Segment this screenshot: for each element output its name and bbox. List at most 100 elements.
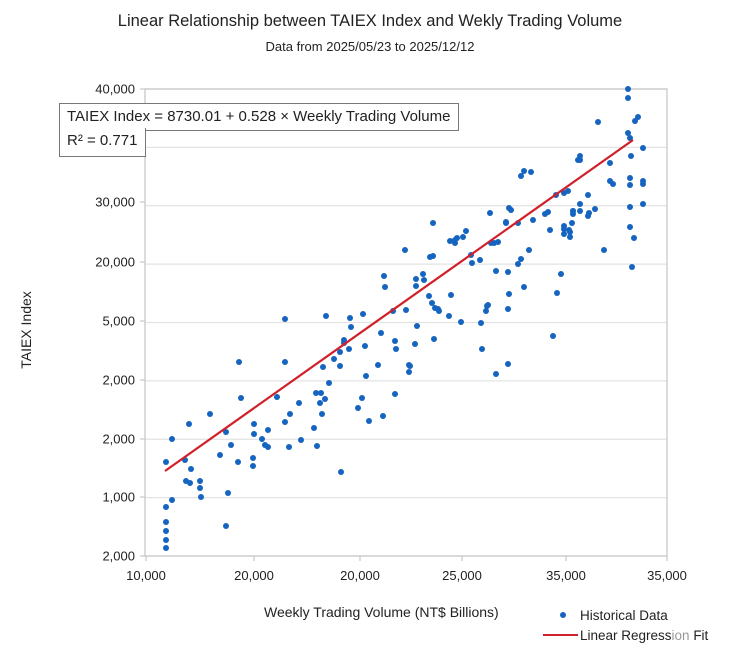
data-point: [627, 175, 633, 181]
data-point: [518, 256, 524, 262]
x-tick-label: 25,000: [442, 568, 482, 583]
data-point: [446, 313, 452, 319]
y-tick-label: 30,000: [95, 194, 135, 210]
data-point: [163, 459, 169, 465]
y-tick-label: 5,000: [102, 313, 135, 329]
data-point: [421, 277, 427, 283]
gridlines: [145, 88, 667, 557]
data-point: [163, 537, 169, 543]
data-point: [631, 235, 637, 241]
data-point: [326, 380, 332, 386]
data-point: [503, 219, 509, 225]
data-point: [585, 192, 591, 198]
data-point: [493, 371, 499, 377]
data-point: [225, 490, 231, 496]
data-point: [530, 217, 536, 223]
data-point: [412, 341, 418, 347]
y-tick-label: 40,000: [95, 81, 135, 97]
data-point: [561, 231, 567, 237]
chart-title: Linear Relationship between TAIEX Index …: [117, 12, 623, 30]
data-point: [251, 431, 257, 437]
data-point: [378, 330, 384, 336]
x-tick-label: 35,000: [546, 568, 586, 583]
data-point: [163, 528, 169, 534]
x-axis-label: Weekly Trading Volume (NT$ Billions): [264, 604, 499, 620]
data-point: [521, 168, 527, 174]
plot-frame: [144, 88, 668, 557]
data-point: [505, 306, 511, 312]
data-point: [565, 188, 571, 194]
data-point: [402, 247, 408, 253]
data-point: [259, 436, 265, 442]
data-point: [265, 427, 271, 433]
data-point: [485, 302, 491, 308]
legend-label-fit: Linear Regression Fit: [580, 628, 708, 643]
legend-item-fit: Linear Regression Fit: [543, 625, 708, 645]
data-point: [431, 336, 437, 342]
data-point: [382, 284, 388, 290]
data-point: [528, 169, 534, 175]
data-point: [508, 207, 514, 213]
data-point: [447, 238, 453, 244]
data-point: [319, 411, 325, 417]
scatter-points: [163, 86, 646, 551]
data-point: [322, 396, 328, 402]
data-point: [331, 356, 337, 362]
data-point: [569, 220, 575, 226]
data-point: [348, 324, 354, 330]
data-point: [627, 135, 633, 141]
data-point: [311, 425, 317, 431]
dot-marker-icon: [560, 612, 566, 618]
data-point: [346, 346, 352, 352]
data-point: [495, 239, 501, 245]
data-point: [407, 363, 413, 369]
legend: Historical Data Linear Regression Fit: [543, 605, 708, 645]
data-point: [228, 442, 234, 448]
data-point: [320, 364, 326, 370]
data-point: [550, 333, 556, 339]
data-point: [282, 316, 288, 322]
data-point: [413, 276, 419, 282]
data-point: [487, 210, 493, 216]
data-point: [518, 173, 524, 179]
data-point: [420, 271, 426, 277]
data-point: [359, 395, 365, 401]
x-tick-label: 20,000: [340, 568, 380, 583]
data-point: [223, 429, 229, 435]
data-point: [426, 293, 432, 299]
x-tick-label: 20,000: [234, 568, 274, 583]
data-point: [265, 444, 271, 450]
y-tick-label: 2,000: [102, 431, 135, 447]
data-point: [567, 234, 573, 240]
data-point: [477, 257, 483, 263]
data-point: [629, 264, 635, 270]
data-point: [625, 130, 631, 136]
data-point: [567, 229, 573, 235]
data-point: [595, 119, 601, 125]
data-point: [577, 153, 583, 159]
data-point: [235, 459, 241, 465]
data-point: [250, 463, 256, 469]
x-tick-label: 35,000: [647, 568, 687, 583]
data-point: [526, 247, 532, 253]
data-point: [186, 421, 192, 427]
data-point: [187, 480, 193, 486]
data-point: [362, 343, 368, 349]
data-point: [323, 313, 329, 319]
data-point: [430, 220, 436, 226]
data-point: [505, 269, 511, 275]
axes: [140, 88, 668, 561]
data-point: [360, 311, 366, 317]
data-point: [545, 209, 551, 215]
data-point: [406, 369, 412, 375]
r-squared-box: R² = 0.771: [59, 128, 147, 157]
data-point: [169, 436, 175, 442]
data-point: [250, 455, 256, 461]
data-point: [287, 411, 293, 417]
data-point: [337, 363, 343, 369]
data-point: [163, 519, 169, 525]
data-point: [454, 235, 460, 241]
data-point: [558, 271, 564, 277]
data-point: [493, 268, 499, 274]
y-tick-label: 20,000: [95, 254, 135, 270]
